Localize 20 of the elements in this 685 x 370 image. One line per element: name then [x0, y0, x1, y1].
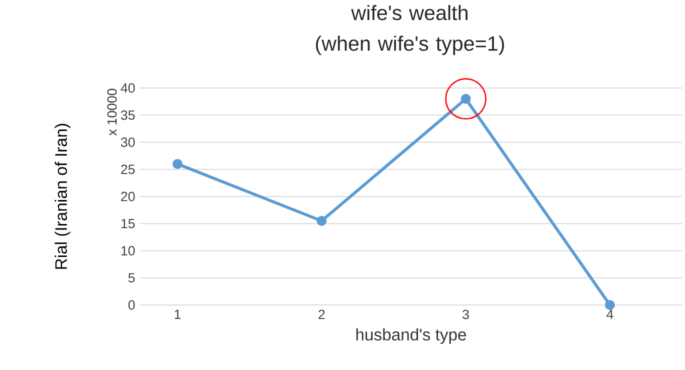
x-tick-label: 1	[174, 310, 181, 319]
point	[172, 158, 182, 169]
x-tick-label: 4	[606, 310, 614, 319]
x-tick-label: 2	[318, 310, 325, 320]
y-tick-label: 40	[120, 83, 135, 93]
y-tick-label: 10	[121, 246, 135, 256]
y-axis-title: Rial (Iranian of Iran)	[54, 124, 70, 269]
y-tick-label: 30	[120, 138, 135, 147]
y-tick-label: 35	[120, 110, 135, 120]
x-tick-label: 3	[462, 310, 469, 320]
y-tick-label: 0	[128, 300, 135, 310]
x-axis-title: husband's type	[356, 328, 466, 344]
point	[316, 216, 327, 226]
y-tick-label: 25	[121, 164, 135, 174]
y-tick-label: 5	[128, 273, 135, 283]
point	[604, 300, 615, 310]
y-tick-label: 15	[121, 218, 135, 228]
chart-title: wife's wealth (when wife's type=1)	[316, 5, 504, 55]
text: x 10000	[107, 88, 117, 136]
y-tick-label: 20	[121, 192, 135, 202]
